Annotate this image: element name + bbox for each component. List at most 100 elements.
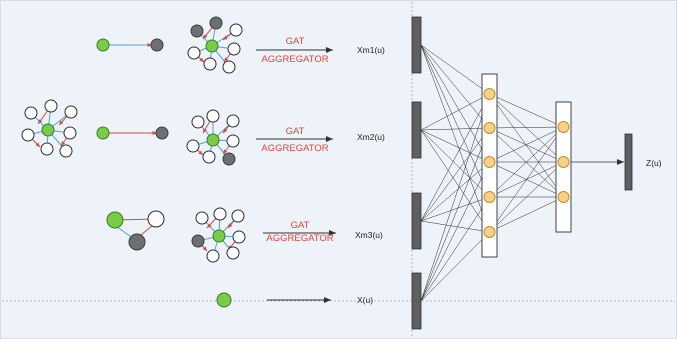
network-connection (489, 126, 564, 233)
white-node (186, 139, 200, 153)
aggregator-label: AGGREGATOR (266, 233, 333, 244)
row-1-gat-block: GAT AGGREGATOR Xm1(u) (256, 36, 385, 65)
white-node (206, 109, 220, 123)
network-connection (420, 161, 490, 302)
full-neighborhood-graph (21, 99, 78, 158)
white-node (203, 57, 217, 71)
metapath-output-label: Xm1(u) (357, 45, 385, 55)
gray-node (190, 24, 204, 38)
target-node (212, 229, 226, 243)
network-connection (420, 127, 490, 302)
network-connection (420, 44, 490, 95)
network-connection (489, 161, 564, 233)
white-node (226, 134, 240, 148)
hidden-neuron (483, 122, 496, 134)
network-connection (420, 196, 490, 302)
row-3-gat-block: GAT AGGREGATOR Xm3(u) (263, 220, 383, 244)
input-bar (411, 16, 422, 74)
output-bar (624, 133, 633, 191)
network-connection (489, 93, 564, 198)
white-node (24, 106, 38, 120)
white-node (231, 209, 245, 223)
network-connection (420, 127, 490, 222)
row-3-metapath-triangle (106, 210, 165, 251)
row-2-gat-block: GAT AGGREGATOR Xm2(u) (256, 126, 385, 154)
network-connection (489, 93, 564, 163)
white-node (229, 23, 243, 37)
target-node (216, 292, 232, 308)
network-connection (420, 220, 490, 233)
network-connection (420, 44, 490, 163)
network-connection (489, 126, 564, 129)
white-node (147, 210, 165, 228)
target-node (205, 39, 219, 53)
gat-label: GAT (286, 126, 305, 137)
network-connection (420, 129, 490, 233)
input-bar (411, 192, 422, 250)
network-connection (420, 161, 490, 222)
aggregator-label: AGGREGATOR (261, 54, 328, 65)
white-node (213, 207, 227, 221)
hidden-neuron (483, 191, 496, 203)
network-connections (420, 44, 624, 302)
hidden-neuron (557, 191, 570, 203)
row-1-neighborhood-graph (187, 16, 243, 74)
white-node (195, 211, 209, 225)
white-node (226, 246, 240, 260)
row-2-metapath-pair (96, 126, 169, 140)
white-node (64, 105, 78, 119)
white-node (232, 230, 246, 244)
network-connection (420, 44, 490, 129)
white-node (222, 60, 236, 74)
target-node (96, 126, 110, 140)
gat-label: GAT (286, 36, 305, 47)
network-connection (420, 196, 490, 222)
network-connection (420, 93, 490, 131)
input-bar (411, 101, 422, 159)
metapath-output-label: Xm2(u) (357, 132, 385, 142)
input-bar (411, 272, 422, 330)
gray-node (222, 152, 236, 166)
network-connection (420, 129, 490, 198)
row-2-neighborhood-graph (186, 109, 240, 166)
final-output-label: Z(u) (646, 158, 662, 168)
hidden-neuron (483, 226, 496, 238)
white-node (191, 115, 205, 129)
gray-node (128, 233, 146, 251)
hidden-neuron (557, 156, 570, 168)
gray-node (209, 16, 223, 30)
aggregator-label: AGGREGATOR (261, 143, 328, 154)
target-node (41, 123, 55, 137)
white-node (63, 126, 77, 140)
metapath-output-label: Xm3(u) (355, 230, 383, 240)
white-node (44, 99, 58, 113)
gat-label: GAT (291, 220, 310, 231)
network-connection (489, 126, 564, 198)
gray-node (191, 234, 205, 248)
network-connection (489, 196, 564, 233)
network-connection (489, 127, 564, 198)
network-connection (420, 93, 490, 222)
network-connection (420, 231, 490, 302)
row-3-neighborhood-graph (191, 207, 246, 263)
gray-node (155, 126, 169, 140)
white-node (21, 128, 35, 142)
self-feature-row: X(u) (216, 292, 373, 308)
gray-node (150, 38, 164, 52)
white-node (202, 150, 216, 164)
hidden-neuron (557, 121, 570, 133)
network-connection (489, 127, 564, 163)
white-node (59, 144, 73, 158)
target-node (96, 38, 110, 52)
self-feature-label: X(u) (357, 295, 373, 305)
white-node (226, 114, 240, 128)
row-1-metapath-pair (96, 38, 164, 52)
white-node (187, 46, 201, 60)
white-node (40, 142, 54, 156)
fusion-network: Z(u) (411, 16, 662, 330)
target-node (106, 211, 124, 229)
white-node (206, 249, 220, 263)
network-connection (489, 93, 564, 128)
